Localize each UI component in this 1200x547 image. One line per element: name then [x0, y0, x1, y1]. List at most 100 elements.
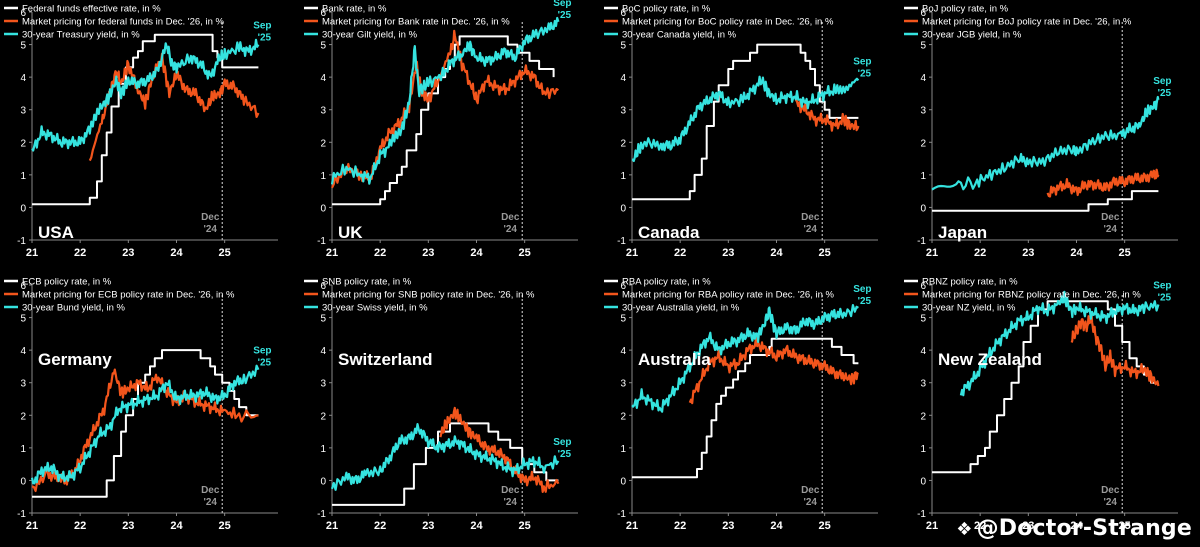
- y-tick-label: 3: [920, 379, 926, 390]
- sep-25-label-line: '25: [558, 449, 572, 460]
- y-tick-label: 2: [20, 411, 26, 422]
- y-tick-label: 6: [320, 8, 326, 19]
- series-yield-line: [931, 95, 1160, 191]
- y-tick-label: 2: [620, 411, 626, 422]
- sep-25-label: Sep '25: [853, 56, 871, 79]
- x-tick-label: 25: [219, 247, 231, 259]
- sep-25-label: Sep '25: [553, 437, 571, 460]
- dec-24-label-line: Dec: [201, 485, 220, 496]
- series-market-line: [688, 337, 859, 405]
- x-tick-label: 21: [326, 520, 338, 532]
- sep-25-label-line: '25: [858, 68, 872, 79]
- country-label: USA: [38, 223, 74, 242]
- legend-label: Federal funds effective rate, in %: [22, 4, 161, 15]
- y-tick-label: 2: [620, 138, 626, 149]
- sep-25-label-line: Sep: [1153, 76, 1171, 87]
- series-policy-line: [332, 35, 555, 206]
- series-market-line: [88, 52, 260, 162]
- y-tick-label: 4: [320, 346, 326, 357]
- legend-label: 30-year Canada yield, in %: [622, 30, 737, 41]
- series-policy-line: [632, 43, 859, 201]
- series-policy-line: [32, 33, 259, 206]
- y-tick-label: 0: [320, 476, 326, 487]
- y-tick-label: 5: [920, 41, 926, 52]
- x-tick-label: 23: [1022, 247, 1034, 259]
- x-tick-label: 21: [626, 520, 638, 532]
- y-tick-label: 5: [20, 41, 26, 52]
- series-yield-line: [31, 38, 260, 152]
- dec-24-label-line: '24: [803, 497, 817, 508]
- y-tick-label: 5: [320, 41, 326, 52]
- dec-24-label-line: '24: [203, 497, 217, 508]
- x-tick-label: 21: [926, 247, 938, 259]
- x-tick-label: 23: [122, 247, 134, 259]
- y-tick-label: 1: [20, 444, 26, 455]
- legend-label: SNB policy rate, in %: [322, 277, 412, 288]
- legend-label: RBA policy rate, in %: [622, 277, 711, 288]
- x-tick-label: 23: [722, 520, 734, 532]
- y-tick-label: 0: [920, 476, 926, 487]
- y-tick-label: 4: [20, 346, 26, 357]
- series-yield-line: [631, 304, 859, 413]
- dec-24-label-line: '24: [1103, 497, 1117, 508]
- x-tick-label: 21: [26, 247, 38, 259]
- y-tick-label: 5: [920, 314, 926, 325]
- dec-24-label-line: Dec: [801, 485, 820, 496]
- sep-25-label-line: '25: [1158, 88, 1172, 99]
- x-tick-label: 25: [819, 520, 831, 532]
- y-tick-label: 4: [620, 73, 626, 84]
- country-label: Australia: [638, 350, 711, 369]
- y-tick-label: -1: [617, 236, 626, 247]
- y-tick-label: 4: [920, 346, 926, 357]
- legend-label: Bank rate, in %: [322, 4, 387, 15]
- sep-25-label-line: Sep: [253, 346, 271, 357]
- y-tick-label: 1: [320, 444, 326, 455]
- sep-25-label-line: Sep: [253, 21, 271, 32]
- x-tick-label: 22: [974, 247, 986, 259]
- y-tick-label: -1: [17, 236, 26, 247]
- y-tick-label: 1: [20, 171, 26, 182]
- series-market-line: [1070, 312, 1160, 387]
- y-tick-label: 0: [620, 476, 626, 487]
- series-yield-line: [631, 75, 860, 163]
- y-tick-label: 1: [920, 171, 926, 182]
- dec-24-label-line: Dec: [1101, 485, 1120, 496]
- y-tick-label: 1: [320, 171, 326, 182]
- y-tick-label: 6: [20, 281, 26, 292]
- dec-24-label: Dec '24: [201, 485, 220, 508]
- sep-25-label-line: Sep: [853, 284, 871, 295]
- dec-24-label: Dec '24: [501, 212, 520, 235]
- legend-label: Market pricing for Bank rate in Dec. '26…: [322, 17, 510, 28]
- y-tick-label: 5: [20, 314, 26, 325]
- y-tick-label: -1: [917, 509, 926, 520]
- y-tick-label: 0: [920, 203, 926, 214]
- y-tick-label: 0: [20, 203, 26, 214]
- dec-24-label-line: Dec: [201, 212, 220, 223]
- x-tick-label: 24: [170, 247, 183, 259]
- series-market-line: [331, 29, 560, 189]
- legend-label: 30-year NZ yield, in %: [922, 303, 1016, 314]
- dec-24-label-line: '24: [803, 224, 817, 235]
- x-tick-label: 24: [470, 247, 483, 259]
- y-tick-label: 2: [920, 411, 926, 422]
- dec-24-label: Dec '24: [201, 212, 220, 235]
- dec-24-label-line: '24: [503, 224, 517, 235]
- dec-24-label-line: '24: [203, 224, 217, 235]
- x-tick-label: 24: [770, 520, 783, 532]
- country-label: New Zealand: [938, 350, 1042, 369]
- y-tick-label: 6: [620, 281, 626, 292]
- series-market-line: [439, 406, 560, 493]
- x-tick-label: 22: [974, 520, 986, 532]
- y-tick-label: 3: [320, 106, 326, 117]
- x-tick-label: 24: [1070, 247, 1083, 259]
- y-tick-label: 3: [620, 106, 626, 117]
- country-label: Germany: [38, 350, 112, 369]
- sep-25-label: Sep '25: [253, 21, 271, 44]
- y-tick-label: -1: [17, 509, 26, 520]
- dec-24-label: Dec '24: [1101, 485, 1120, 508]
- sep-25-label-line: '25: [858, 296, 872, 307]
- legend-label: Market pricing for federal funds in Dec.…: [22, 17, 224, 28]
- series-policy-line: [932, 190, 1159, 212]
